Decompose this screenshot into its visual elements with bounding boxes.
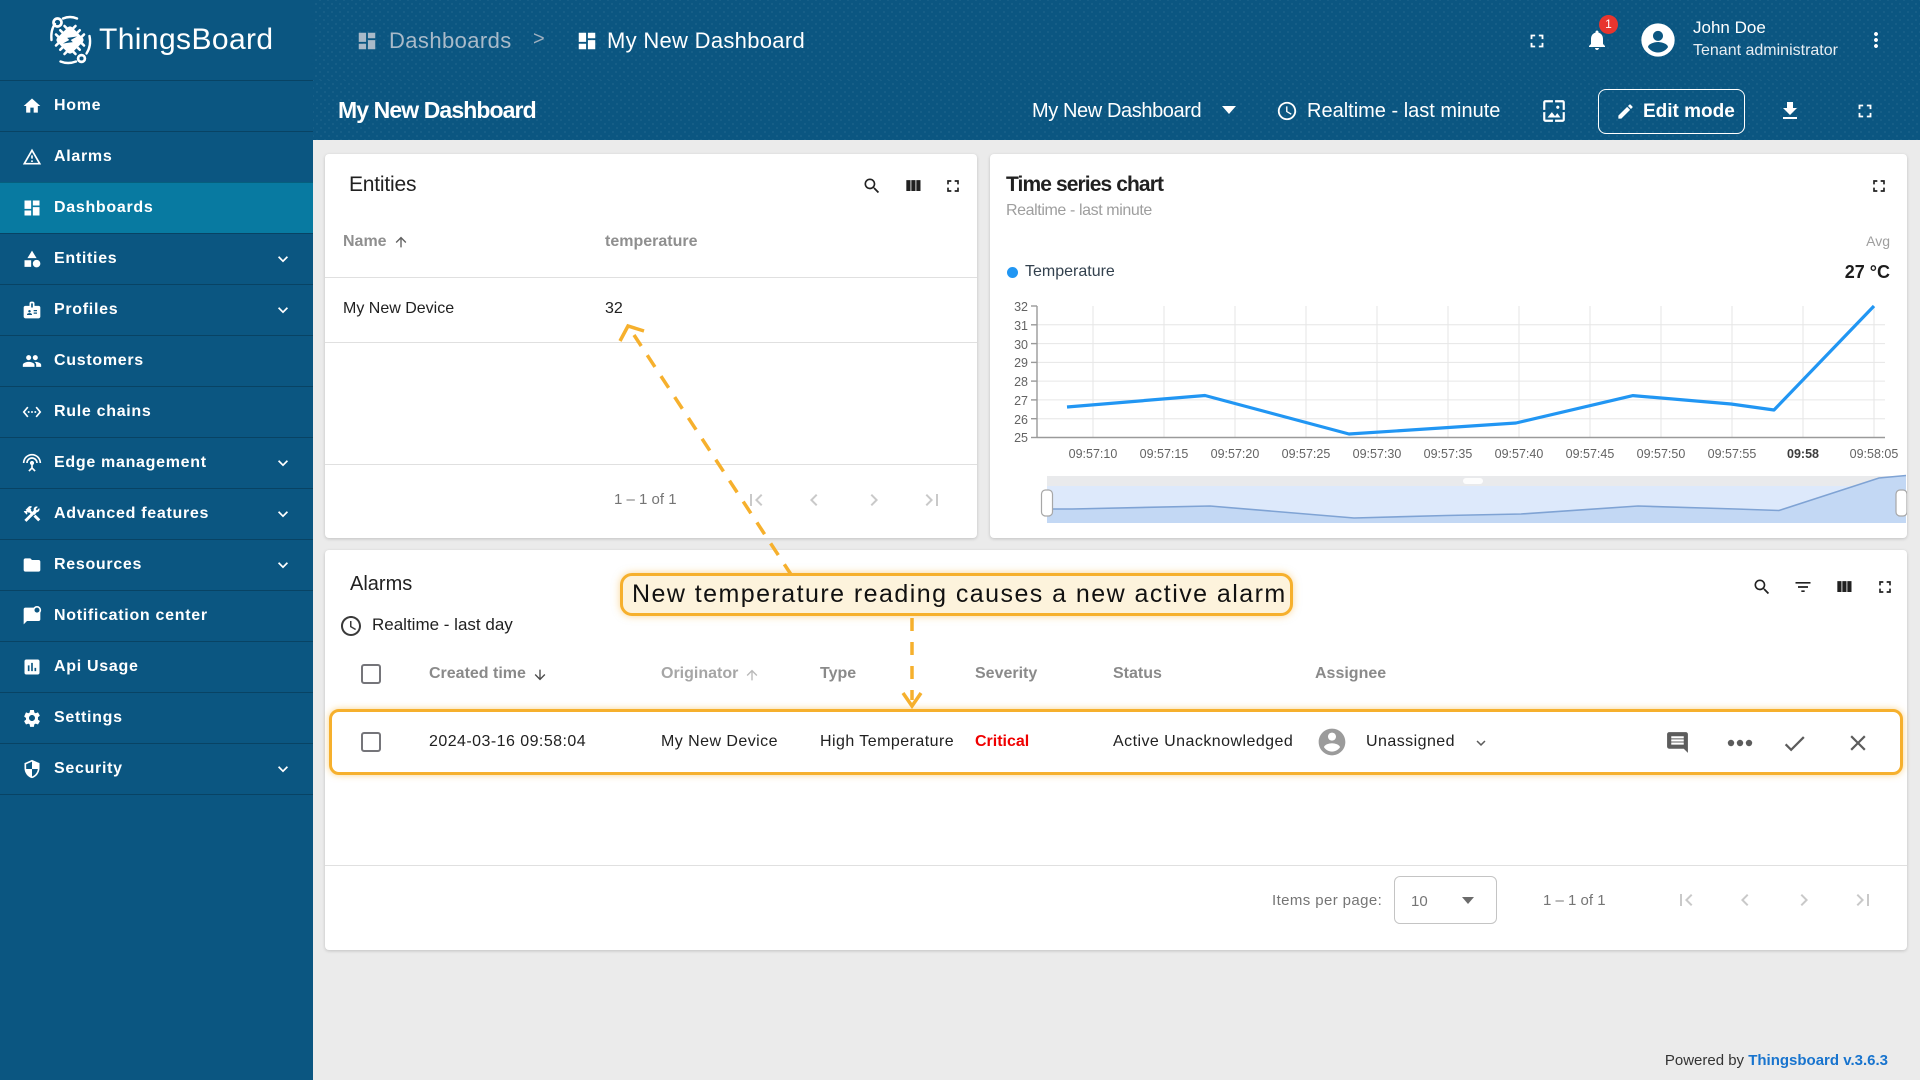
svg-text:29: 29 [1014, 356, 1028, 370]
svg-text:09:57:50: 09:57:50 [1637, 447, 1686, 461]
svg-text:30: 30 [1014, 338, 1028, 352]
svg-text:09:57:55: 09:57:55 [1708, 447, 1757, 461]
svg-text:09:57:30: 09:57:30 [1353, 447, 1402, 461]
svg-text:25: 25 [1014, 431, 1028, 445]
svg-text:09:57:20: 09:57:20 [1211, 447, 1260, 461]
svg-text:32: 32 [1014, 300, 1028, 314]
svg-text:09:57:35: 09:57:35 [1424, 447, 1473, 461]
svg-text:31: 31 [1014, 319, 1028, 333]
svg-text:27: 27 [1014, 394, 1028, 408]
svg-text:09:58:05: 09:58:05 [1850, 447, 1899, 461]
svg-text:09:57:40: 09:57:40 [1495, 447, 1544, 461]
svg-text:09:57:15: 09:57:15 [1140, 447, 1189, 461]
svg-text:09:57:25: 09:57:25 [1282, 447, 1331, 461]
svg-text:09:58: 09:58 [1787, 447, 1819, 461]
svg-text:26: 26 [1014, 413, 1028, 427]
svg-text:28: 28 [1014, 375, 1028, 389]
svg-text:09:57:10: 09:57:10 [1069, 447, 1118, 461]
svg-text:09:57:45: 09:57:45 [1566, 447, 1615, 461]
